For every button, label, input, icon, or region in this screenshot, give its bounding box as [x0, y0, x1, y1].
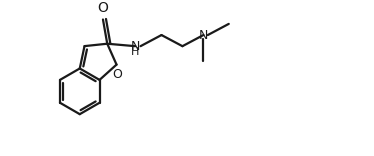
Text: O: O [113, 68, 122, 81]
Text: N: N [199, 29, 208, 41]
Text: O: O [98, 1, 108, 15]
Text: H: H [131, 47, 140, 57]
Text: N: N [131, 40, 140, 53]
